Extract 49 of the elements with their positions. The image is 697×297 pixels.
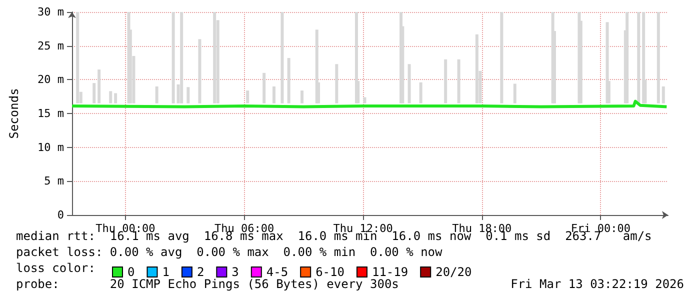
bar bbox=[500, 12, 504, 104]
bar bbox=[262, 72, 266, 104]
bar bbox=[408, 64, 411, 104]
y-tick-label: 30 m bbox=[38, 6, 64, 18]
bar bbox=[419, 82, 422, 104]
bar bbox=[656, 12, 660, 104]
text: packet loss: 0.00 % avg 0.00 % max 0.00 % min 0.00 % now bbox=[16, 245, 444, 259]
bar bbox=[155, 86, 158, 104]
bar bbox=[513, 84, 516, 104]
bar bbox=[98, 70, 101, 104]
y-tick-label: 15 m bbox=[38, 107, 64, 120]
bar bbox=[186, 87, 190, 104]
bar bbox=[475, 34, 478, 104]
y-tick-label: 10 m bbox=[38, 140, 64, 154]
bar bbox=[92, 83, 96, 104]
bar bbox=[626, 12, 629, 104]
y-tick-label: 20 m bbox=[38, 73, 64, 86]
bar bbox=[213, 12, 216, 104]
bar bbox=[444, 59, 448, 104]
legend-label: 4-5 bbox=[266, 265, 288, 279]
legend-label: 0 bbox=[128, 265, 135, 279]
text: probe: 20 ICMP Echo Pings (56 Bytes) every 300s bbox=[16, 277, 399, 291]
text: loss color: bbox=[16, 261, 96, 275]
legend-label: 11-19 bbox=[372, 265, 408, 279]
bar bbox=[109, 91, 112, 104]
y-axis-title: Seconds bbox=[7, 88, 21, 139]
bar bbox=[180, 12, 184, 104]
bar bbox=[363, 97, 366, 104]
y-tick-label: 0 bbox=[57, 208, 64, 222]
bar bbox=[637, 12, 640, 104]
bar bbox=[246, 90, 250, 104]
y-tick-label: 25 m bbox=[38, 39, 64, 52]
text: Fri Mar 13 03:22:19 2026 bbox=[510, 277, 684, 291]
bar bbox=[198, 39, 202, 104]
bar bbox=[457, 59, 460, 104]
bar bbox=[272, 86, 276, 104]
legend-label: 2 bbox=[196, 265, 204, 279]
legend-label: 3 bbox=[232, 265, 239, 279]
legend-label: 20/20 bbox=[436, 265, 472, 279]
bar bbox=[287, 58, 290, 104]
bar bbox=[76, 12, 80, 104]
bar bbox=[335, 64, 338, 104]
y-tick-label: 5 m bbox=[44, 174, 64, 188]
legend-label: 1 bbox=[162, 265, 170, 279]
legend-label: 6-10 bbox=[316, 265, 344, 279]
bar bbox=[662, 86, 665, 104]
bar bbox=[172, 12, 175, 104]
bar bbox=[300, 90, 304, 104]
bar bbox=[280, 12, 284, 104]
